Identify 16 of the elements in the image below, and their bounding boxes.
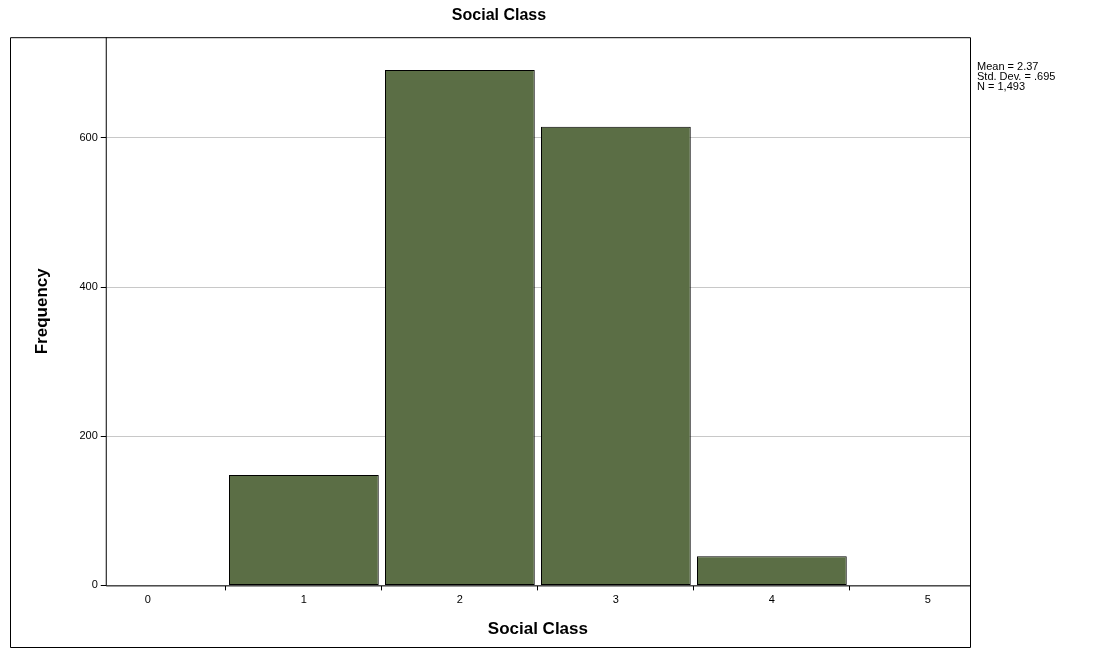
x-tick-label: 0 — [144, 593, 151, 606]
text: N = 1,493 — [977, 79, 1026, 92]
text: Mean = 2.37 — [977, 59, 1039, 72]
y-tick-label: 200 — [79, 429, 98, 442]
y-tick-label: 600 — [79, 130, 98, 143]
x-tick-label: 5 — [924, 593, 931, 606]
x-tick-label: 2 — [456, 593, 463, 606]
text: Std. Dev. = .695 — [977, 69, 1056, 82]
x-tick-label: 4 — [768, 593, 775, 606]
x-tick-label: 1 — [300, 593, 307, 606]
y-tick-label: 400 — [79, 280, 98, 293]
chart-title: Social Class — [451, 6, 547, 24]
y-tick-label: 0 — [91, 578, 98, 591]
x-tick-label: 3 — [612, 593, 619, 606]
x-axis-title: Social Class — [487, 619, 588, 639]
y-axis-title: Frequency — [31, 267, 51, 355]
